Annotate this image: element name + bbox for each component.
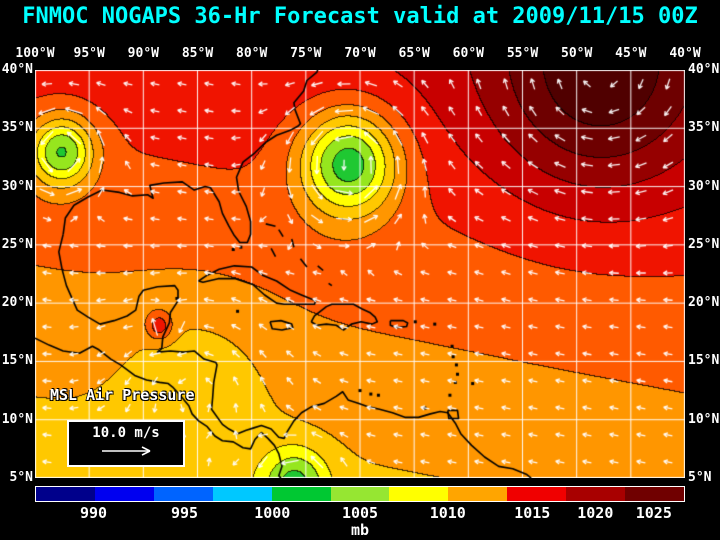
lon-tick-label: 45°W	[615, 46, 647, 61]
colorbar-tick-label: 990	[79, 504, 108, 522]
colorbar-segment	[212, 487, 272, 501]
longitude-axis: 100°W 95°W 90°W 85°W 80°W 75°W 70°W 65°W 60°W 55°…	[0, 46, 720, 64]
colorbar-units: mb	[350, 521, 370, 539]
lat-tick-label: 30°N	[1, 178, 33, 194]
lon-tick-label: 75°W	[290, 46, 322, 61]
lon-tick-label: 50°W	[561, 46, 593, 61]
lon-tick-label: 90°W	[127, 46, 159, 61]
colorbar-tick-labels: 990 995 1000 1005 1010 1015 1020 1025	[0, 504, 720, 522]
lon-tick-label: 40°W	[669, 46, 701, 61]
colorbar-segment	[507, 487, 567, 501]
colorbar-segment	[448, 487, 508, 501]
wind-scale-arrow-icon	[102, 446, 151, 456]
lat-tick-label: 25°N	[688, 236, 720, 252]
lon-tick-label: 95°W	[73, 46, 105, 61]
chart-title: FNMOC NOGAPS 36-Hr Forecast valid at 200…	[22, 4, 698, 29]
wind-scale-value: 10.0 m/s	[92, 425, 160, 441]
lat-tick-label: 35°N	[688, 120, 720, 136]
lat-tick-label: 15°N	[1, 353, 33, 369]
lat-tick-label: 40°N	[688, 62, 720, 77]
colorbar-segment	[389, 487, 449, 501]
colorbar-tick-label: 1020	[577, 504, 614, 522]
lon-tick-label: 65°W	[398, 46, 430, 61]
field-label: MSL Air Pressure	[50, 386, 195, 404]
lat-tick-label: 5°N	[9, 470, 33, 485]
colorbar-tick-label: 1000	[254, 504, 291, 522]
colorbar-segment	[330, 487, 390, 501]
lat-tick-label: 10°N	[1, 411, 33, 427]
pressure-map-canvas	[35, 70, 685, 478]
colorbar-segment	[566, 487, 626, 501]
colorbar-tick-label: 1005	[341, 504, 379, 522]
colorbar-tick-label: 995	[170, 504, 199, 522]
colorbar-segment	[271, 487, 331, 501]
lon-tick-label: 60°W	[452, 46, 484, 61]
colorbar-tick-label: 1015	[514, 504, 551, 522]
colorbar-segment	[625, 487, 684, 501]
colorbar-segment	[36, 487, 95, 501]
lon-tick-label: 70°W	[344, 46, 376, 61]
lat-tick-label: 30°N	[688, 178, 720, 194]
lon-tick-label: 80°W	[236, 46, 268, 61]
colorbar-tick-label: 1010	[429, 504, 466, 522]
lon-tick-label: 85°W	[181, 46, 214, 61]
colorbar-segment	[94, 487, 154, 501]
lat-tick-label: 25°N	[1, 236, 33, 252]
colorbar-segment	[153, 487, 213, 501]
lat-tick-label: 20°N	[688, 295, 720, 311]
colorbar-tick-label: 1025	[635, 504, 672, 522]
lat-tick-label: 35°N	[1, 120, 33, 136]
lat-tick-label: 40°N	[1, 62, 33, 77]
lat-tick-label: 10°N	[688, 411, 720, 427]
lat-tick-label: 15°N	[688, 353, 720, 369]
lon-tick-label: 55°W	[506, 46, 539, 61]
lat-tick-label: 20°N	[1, 295, 33, 311]
lat-tick-label: 5°N	[688, 470, 712, 485]
wind-scale-legend: 10.0 m/s	[67, 420, 185, 467]
lon-tick-label: 100°W	[15, 46, 55, 61]
colorbar	[35, 486, 685, 502]
